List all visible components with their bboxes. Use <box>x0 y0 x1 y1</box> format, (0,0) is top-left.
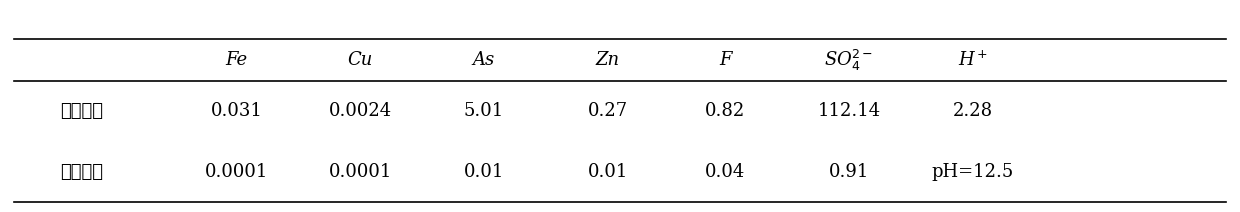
Text: 0.04: 0.04 <box>706 163 745 181</box>
Text: 5.01: 5.01 <box>464 102 503 120</box>
Text: 0.01: 0.01 <box>464 163 505 181</box>
Text: 含砷废水: 含砷废水 <box>61 102 103 120</box>
Text: 0.031: 0.031 <box>211 102 263 120</box>
Text: F: F <box>719 51 732 69</box>
Text: Zn: Zn <box>595 51 620 69</box>
Text: SO$_4^{2-}$: SO$_4^{2-}$ <box>825 47 873 73</box>
Text: 0.82: 0.82 <box>706 102 745 120</box>
Text: 0.0001: 0.0001 <box>205 163 268 181</box>
Text: pH=12.5: pH=12.5 <box>931 163 1014 181</box>
Text: 112.14: 112.14 <box>817 102 880 120</box>
Text: 0.91: 0.91 <box>828 163 869 181</box>
Text: 0.01: 0.01 <box>588 163 627 181</box>
Text: 2.28: 2.28 <box>952 102 993 120</box>
Text: Fe: Fe <box>226 51 248 69</box>
Text: 0.0001: 0.0001 <box>329 163 392 181</box>
Text: Cu: Cu <box>347 51 373 69</box>
Text: 沉淀后液: 沉淀后液 <box>61 163 103 181</box>
Text: H$^+$: H$^+$ <box>957 50 987 70</box>
Text: As: As <box>472 51 495 69</box>
Text: 0.27: 0.27 <box>588 102 627 120</box>
Text: 0.0024: 0.0024 <box>329 102 392 120</box>
